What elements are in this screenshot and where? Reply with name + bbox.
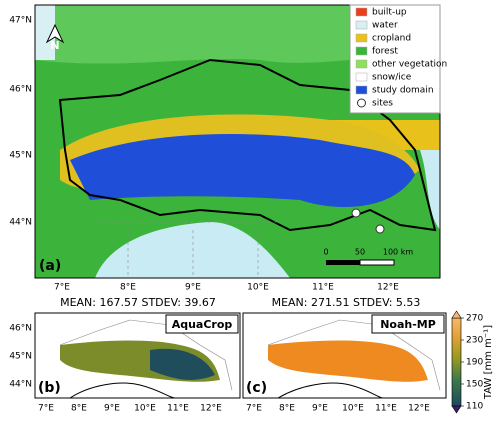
lon-label: 8°E — [279, 404, 295, 414]
coastline — [69, 382, 176, 398]
panel-label: (a) — [39, 258, 61, 274]
lat-label: 45°N — [9, 151, 32, 161]
site — [351, 208, 361, 218]
scale-bar — [359, 259, 395, 266]
panel-frame — [242, 312, 447, 399]
legend-swatch — [355, 59, 368, 69]
legend-label: sites — [372, 99, 393, 109]
panel-frame — [34, 4, 441, 279]
legend-label: cropland — [372, 34, 411, 44]
colorbar-extend — [451, 405, 462, 414]
lat-label: 45°N — [9, 352, 32, 362]
legend-swatch — [355, 85, 368, 95]
colorbar-tick-label: 110 — [466, 402, 483, 412]
legend-label: snow/ice — [372, 73, 412, 83]
lat-label: 47°N — [9, 16, 32, 26]
lon-label: 8°E — [120, 283, 136, 293]
lon-label: 11°E — [167, 404, 189, 414]
lat-label: 44°N — [9, 380, 32, 390]
scale-bar — [326, 260, 360, 265]
lon-label: 9°E — [185, 283, 201, 293]
stats: MEAN: 271.51 STDEV: 5.53 — [272, 296, 421, 309]
site — [375, 224, 385, 234]
model-name: AquaCrop — [172, 318, 233, 331]
alpine-area — [35, 5, 440, 64]
lon-label: 10°E — [247, 283, 269, 293]
lon-label: 10°E — [342, 404, 364, 414]
lon-label: 11°E — [375, 404, 397, 414]
lon-label: 12°E — [377, 283, 399, 293]
legend-label: other vegetation — [372, 60, 447, 70]
model-name: Noah-MP — [380, 318, 436, 331]
lon-label: 12°E — [200, 404, 222, 414]
sea — [420, 150, 440, 230]
lon-label: 12°E — [408, 404, 430, 414]
sea — [95, 222, 290, 278]
lon-label: 10°E — [134, 404, 156, 414]
colorbar-label: TAW [mm m⁻¹] — [483, 325, 494, 400]
coastline — [277, 382, 384, 398]
scale-label: 100 km — [383, 248, 413, 257]
legend-swatch — [355, 46, 368, 56]
lon-label: 7°E — [38, 404, 54, 414]
colorbar-tick-label: 190 — [466, 358, 483, 368]
model-box — [165, 314, 239, 334]
taw-field — [268, 340, 428, 382]
lon-label: 8°E — [71, 404, 87, 414]
panel-label: (b) — [38, 380, 61, 396]
taw-field — [150, 348, 215, 380]
lon-label: 7°E — [246, 404, 262, 414]
lon-label: 7°E — [54, 283, 70, 293]
legend-swatch — [357, 98, 366, 108]
scale-label: 50 — [355, 248, 365, 257]
lon-label: 9°E — [104, 404, 120, 414]
lat-label: 46°N — [9, 324, 32, 334]
legend-swatch — [355, 7, 368, 17]
legend-label: study domain — [372, 86, 434, 96]
colorbar-tick-label: 230 — [466, 336, 483, 346]
study-boundary — [58, 58, 437, 232]
legend-swatch — [355, 33, 368, 43]
panel-frame — [34, 312, 241, 399]
legend-label: built-up — [372, 8, 407, 18]
legend-label: forest — [372, 47, 398, 57]
north-arrow — [45, 23, 65, 44]
scale-label: 0 — [323, 248, 328, 257]
lon-label: 9°E — [312, 404, 328, 414]
colorbar-extend — [451, 310, 462, 319]
lon-label: 11°E — [312, 283, 334, 293]
study-domain-area — [70, 134, 415, 208]
colorbar — [451, 317, 462, 407]
model-box — [371, 314, 445, 334]
lat-label: 46°N — [9, 85, 32, 95]
legend-swatch — [355, 72, 368, 82]
stats: MEAN: 167.57 STDEV: 39.67 — [60, 296, 216, 309]
north-label: N — [50, 39, 59, 52]
legend-swatch — [355, 20, 368, 30]
legend-label: water — [372, 21, 398, 31]
colorbar-tick-label: 270 — [466, 314, 483, 324]
panel-label: (c) — [246, 380, 267, 396]
lat-label: 44°N — [9, 218, 32, 228]
colorbar-tick-label: 150 — [466, 380, 483, 390]
